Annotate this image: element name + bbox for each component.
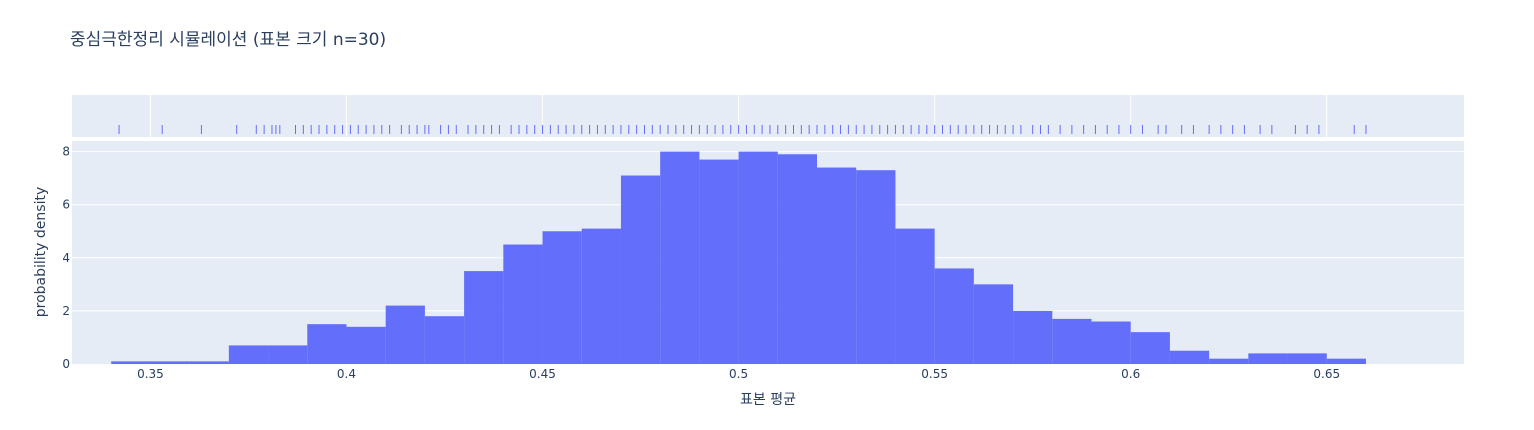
y-tick-label: 0 <box>62 357 70 371</box>
histogram-bar <box>817 167 857 364</box>
histogram-bar <box>1013 310 1053 364</box>
x-tick-label: 0.45 <box>529 367 556 381</box>
histogram-bar <box>1248 353 1288 364</box>
histogram-bar <box>738 151 778 364</box>
histogram-bar <box>542 231 582 364</box>
x-tick-label: 0.65 <box>1313 367 1340 381</box>
histogram-bar <box>228 345 269 364</box>
histogram-bar <box>464 271 504 364</box>
y-tick-label: 2 <box>62 304 70 318</box>
histogram-bar <box>385 305 425 364</box>
histogram-bar <box>1209 358 1249 364</box>
histogram-bar <box>777 154 818 364</box>
histogram-bar <box>856 170 896 364</box>
histogram-bar <box>581 228 621 364</box>
histogram-bar <box>660 151 700 364</box>
histogram-bar <box>973 284 1014 364</box>
histogram-bar <box>1052 318 1092 364</box>
histogram-bar <box>346 326 386 364</box>
rug-gridlines <box>149 95 1328 137</box>
x-tick-label: 0.4 <box>337 367 356 381</box>
y-tick-label: 8 <box>62 145 70 159</box>
x-tick-label: 0.55 <box>921 367 948 381</box>
histogram-bar <box>934 268 974 364</box>
y-axis-title: probability density <box>33 187 49 317</box>
histogram-bar <box>1091 321 1131 364</box>
x-tick-label: 0.5 <box>729 367 748 381</box>
histogram-bar <box>699 159 739 364</box>
y-tick-label: 6 <box>62 198 70 212</box>
histogram-bar <box>503 244 543 364</box>
rug-plot-area <box>72 95 1464 137</box>
histogram-bar <box>111 361 151 364</box>
x-tick-label: 0.35 <box>137 367 164 381</box>
chart-title: 중심극한정리 시뮬레이션 (표본 크기 n=30) <box>70 30 386 50</box>
histogram-bar <box>895 228 935 364</box>
histogram-bar <box>1287 353 1327 364</box>
histogram-bar <box>1130 332 1170 364</box>
histogram-bar <box>150 361 190 364</box>
rug-marks <box>118 125 1367 134</box>
y-tick-label: 4 <box>62 251 70 265</box>
histogram-bar <box>268 345 308 364</box>
x-axis-ticks: 0.35 0.4 0.45 0.5 0.55 0.6 0.65 <box>137 367 1340 381</box>
histogram-bar <box>1326 358 1366 364</box>
histogram-bar <box>307 324 347 364</box>
histogram-bar <box>424 316 465 364</box>
histogram-bar <box>620 175 661 364</box>
x-tick-label: 0.6 <box>1121 367 1140 381</box>
y-axis-ticks: 0 2 4 6 8 <box>62 145 70 371</box>
x-axis-title: 표본 평균 <box>740 392 796 408</box>
histogram-bar <box>1169 350 1210 364</box>
histogram-bars <box>111 151 1366 364</box>
histogram-bar <box>189 361 229 364</box>
